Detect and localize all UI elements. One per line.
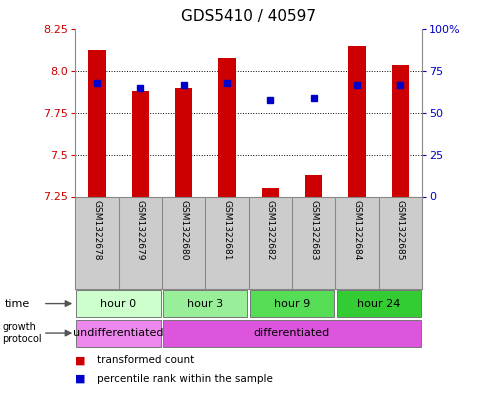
Text: ■: ■	[75, 373, 86, 384]
Bar	[249, 290, 333, 317]
Text: transformed count: transformed count	[97, 355, 194, 365]
Text: percentile rank within the sample: percentile rank within the sample	[97, 373, 272, 384]
Text: hour 3: hour 3	[187, 299, 223, 309]
Bar	[163, 320, 420, 347]
Bar	[76, 290, 160, 317]
Text: GSM1322682: GSM1322682	[265, 200, 274, 261]
Text: ■: ■	[75, 355, 86, 365]
Text: GSM1322683: GSM1322683	[308, 200, 318, 261]
Bar	[163, 290, 247, 317]
Bar	[336, 290, 420, 317]
Text: GSM1322685: GSM1322685	[395, 200, 404, 261]
Title: GDS5410 / 40597: GDS5410 / 40597	[181, 9, 316, 24]
Text: GSM1322680: GSM1322680	[179, 200, 188, 261]
Text: hour 0: hour 0	[100, 299, 136, 309]
Text: time: time	[5, 299, 30, 309]
Text: GSM1322681: GSM1322681	[222, 200, 231, 261]
Text: undifferentiated: undifferentiated	[73, 328, 164, 338]
Bar	[348, 46, 365, 196]
Bar	[175, 88, 192, 196]
Text: GSM1322684: GSM1322684	[352, 200, 361, 261]
Bar	[131, 91, 149, 196]
Bar	[261, 188, 278, 196]
Bar	[88, 50, 106, 196]
Bar	[391, 64, 408, 196]
Text: hour 9: hour 9	[273, 299, 309, 309]
Text: GSM1322679: GSM1322679	[136, 200, 144, 261]
Bar	[304, 175, 321, 196]
Bar	[76, 320, 160, 347]
Bar	[218, 58, 235, 196]
Text: hour 24: hour 24	[356, 299, 399, 309]
Text: differentiated: differentiated	[253, 328, 329, 338]
Text: growth
protocol: growth protocol	[2, 322, 42, 344]
Text: GSM1322678: GSM1322678	[92, 200, 101, 261]
